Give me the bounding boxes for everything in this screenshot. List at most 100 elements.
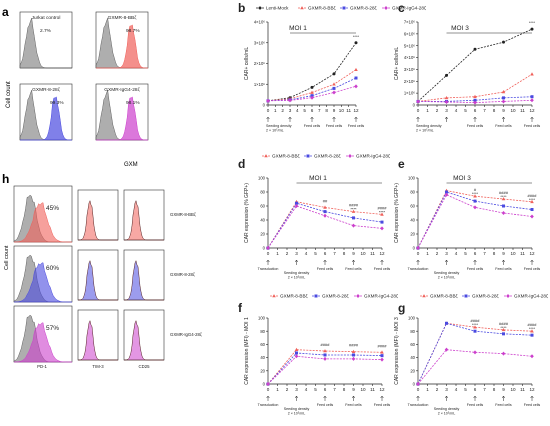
data-point: [380, 212, 384, 216]
histogram-title: GXMR-8-BBζ: [108, 15, 138, 21]
data-point: [354, 76, 358, 80]
data-point: [473, 205, 477, 210]
data-point: [323, 353, 327, 357]
feed-cells-label: Feed cells: [317, 403, 334, 407]
timeline-arrow: [332, 116, 336, 122]
data-point: [444, 95, 449, 100]
y-tick-label: 60: [260, 342, 265, 347]
y-tick-label: 3×10⁶: [254, 40, 265, 45]
timeline-arrow: [310, 116, 314, 122]
cd25-histogram-frame: [123, 189, 165, 241]
y-tick-label: 40: [410, 218, 415, 223]
cd25-histogram: [124, 259, 164, 301]
data-point: [502, 332, 505, 336]
x-tick-label: 0: [417, 387, 420, 392]
data-point: [380, 350, 384, 354]
x-tick-label: 9: [352, 251, 355, 256]
feed-cells-label: Feed cells: [317, 267, 334, 271]
data-point: [356, 294, 360, 298]
x-tick-label: 0: [267, 387, 270, 392]
x-tick-label: 1: [276, 251, 279, 256]
x-tick-label: 3: [295, 387, 298, 392]
marker-axis-label: CD25: [139, 364, 151, 369]
data-point: [384, 6, 388, 10]
feed-cells-label: Feed cells: [348, 124, 365, 128]
row-label: GXMR-8-28ζ: [170, 272, 195, 277]
y-axis-label: CAR+ cells/mL: [244, 47, 250, 80]
y-tick-label: 0: [263, 103, 266, 108]
data-point: [300, 6, 304, 10]
y-axis-label: CAR expression (MFI) - MOI 1: [244, 317, 250, 385]
data-point: [473, 325, 477, 329]
x-tick-label: 5: [314, 387, 317, 392]
x-tick-label: 12: [379, 251, 385, 256]
x-tick-label: 2: [436, 387, 439, 392]
timeline-arrow: [354, 116, 358, 122]
x-tick-label: 12: [379, 387, 385, 392]
data-point: [310, 85, 314, 89]
timeline-arrow: [416, 259, 420, 265]
data-point: [445, 321, 448, 325]
data-point: [380, 354, 384, 358]
pd1-percent: 45%: [46, 205, 59, 212]
x-tick-label: 10: [360, 387, 366, 392]
legend-label: GXMR-8-28ζ: [350, 6, 377, 12]
data-point: [473, 94, 477, 98]
feed-cells-label: Feed cells: [326, 124, 343, 128]
x-tick-label: 9: [502, 387, 505, 392]
x-tick-label: 10: [360, 251, 366, 256]
x-tick-label: 4: [455, 108, 458, 113]
data-point: [272, 294, 276, 298]
significance-mark: ####: [378, 205, 388, 210]
y-tick-label: 0: [413, 382, 416, 387]
x-tick-label: 11: [370, 251, 375, 256]
data-point: [323, 210, 327, 214]
x-tick-label: 3: [289, 108, 292, 113]
x-tick-label: 2: [436, 108, 439, 113]
x-tick-label: 10: [510, 251, 516, 256]
x-tick-label: 9: [333, 108, 336, 113]
x-tick-label: 9: [502, 108, 505, 113]
y-tick-label: 6×10⁶: [404, 31, 415, 36]
data-point: [323, 356, 327, 361]
y-tick-label: 60: [260, 204, 265, 209]
cd25-histogram-frame: [123, 249, 165, 301]
data-point: [501, 351, 506, 356]
feed-cells-label: Feed cells: [304, 124, 321, 128]
x-tick-label: 10: [510, 387, 516, 392]
y-tick-label: 40: [260, 218, 265, 223]
seeding-label: Seeding density: [416, 124, 442, 128]
x-tick-label: 3: [445, 108, 448, 113]
panel-a-xlabel: GXM: [124, 162, 138, 168]
x-tick-label: 7: [483, 108, 486, 113]
significance-mark: ****: [500, 194, 507, 199]
histogram-title: Jurkat control: [32, 15, 61, 21]
data-point: [506, 294, 510, 298]
x-tick-label: 9: [502, 251, 505, 256]
feed-cells-label: Feed cells: [374, 403, 391, 407]
chart-title: MOI 3: [453, 175, 471, 182]
y-tick-label: 1×10⁶: [404, 91, 415, 96]
chart-title: MOI 3: [451, 25, 469, 32]
feed-cells-label: Feed cells: [524, 267, 541, 271]
x-tick-label: 7: [333, 251, 336, 256]
series-line: [267, 201, 383, 249]
legend-label: GXMR-8-28ζ: [314, 154, 341, 160]
data-point: [530, 199, 534, 204]
x-tick-label: 6: [324, 251, 327, 256]
x-tick-label: 0: [267, 251, 270, 256]
data-point: [380, 220, 384, 224]
feed-cells-label: Feed cells: [467, 403, 484, 407]
significance-mark: ****: [350, 207, 357, 212]
pd1-histogram: [13, 202, 72, 243]
feed-cells-label: Feed cells: [495, 267, 512, 271]
timeline-arrow: [416, 395, 420, 401]
data-point: [342, 6, 346, 10]
legend-label: GXMR-IgG4-28ζ: [364, 294, 398, 300]
tim3-histogram: [78, 199, 118, 241]
y-tick-label: 0: [263, 246, 266, 251]
data-point: [502, 40, 505, 44]
data-point: [332, 86, 336, 90]
data-point: [351, 349, 356, 353]
y-tick-label: 2×10⁶: [254, 61, 265, 66]
